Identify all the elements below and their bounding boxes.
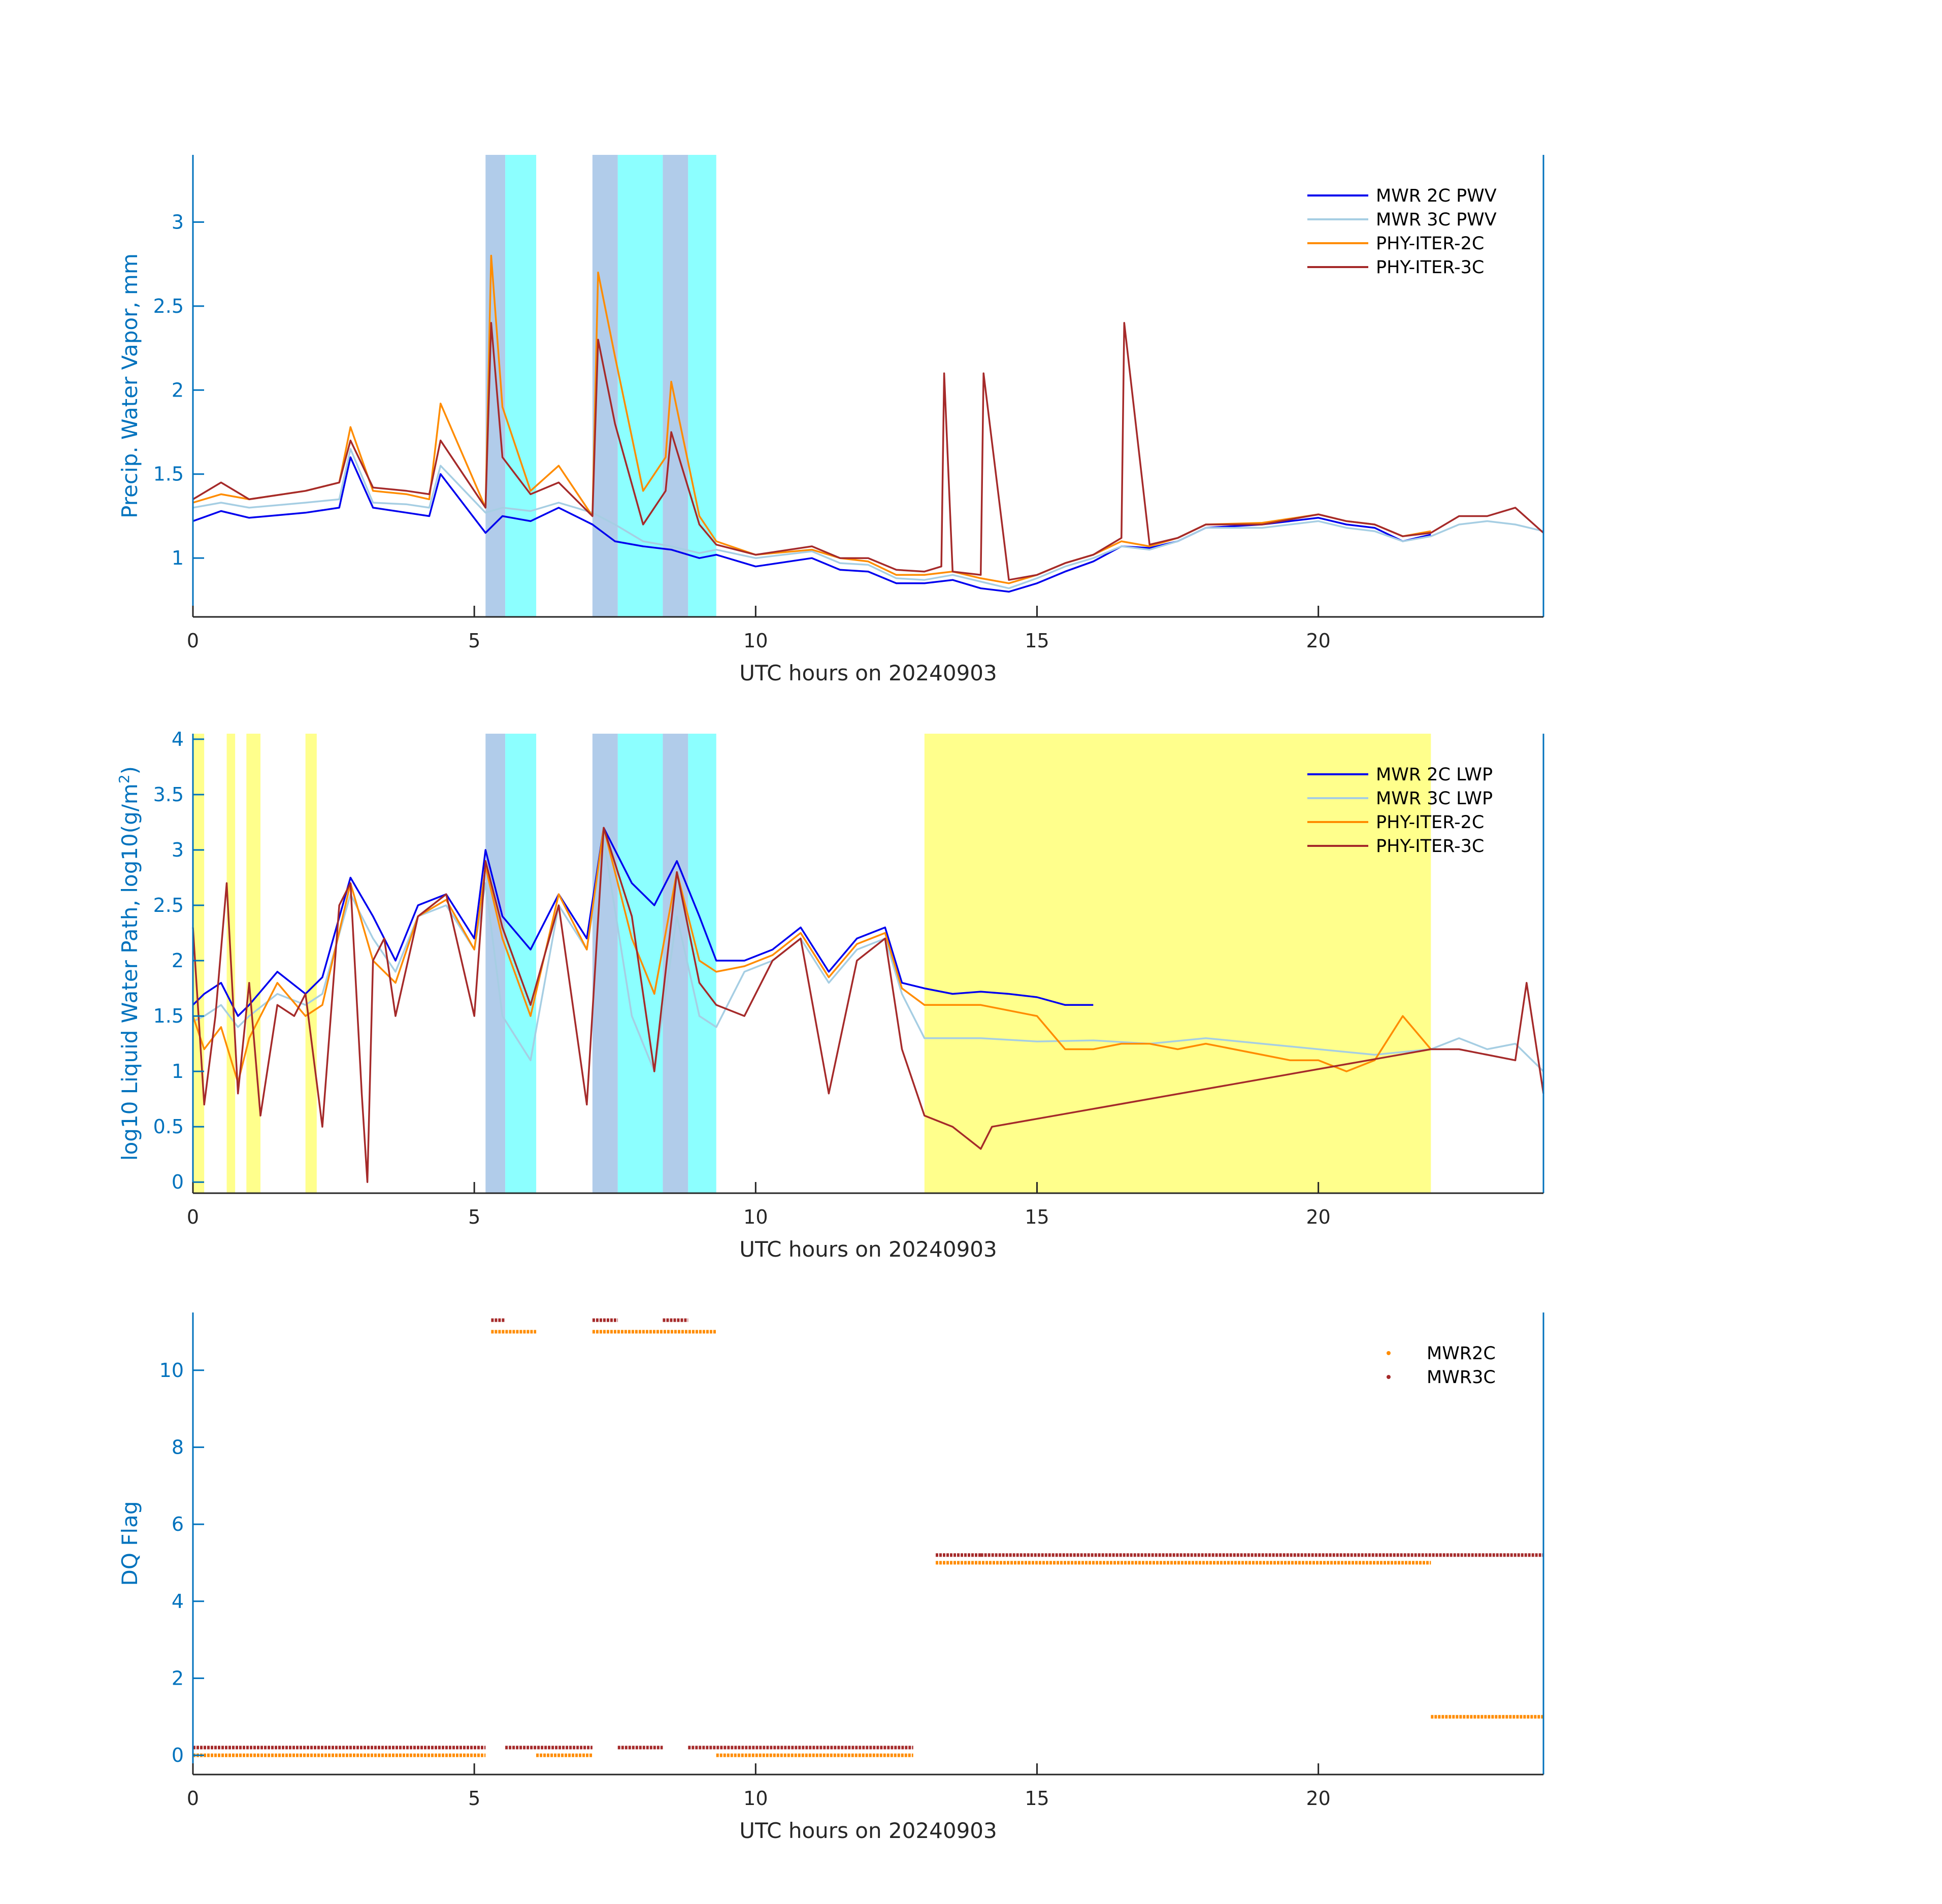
legend-entry: MWR 2C LWP [1376,765,1493,785]
x-tick-label: 20 [1306,630,1330,652]
y-tick-label: 3.5 [153,783,184,806]
y-tick-label: 1 [172,547,184,569]
x-axis-label: UTC hours on 20240903 [739,1818,997,1843]
legend-entry: MWR3C [1427,1367,1496,1388]
y-axis-label-text: DQ Flag [117,1501,142,1586]
legend-entry: MWR 3C LWP [1376,789,1493,809]
shaded-interval-blue [592,734,618,1193]
y-axis-label-text: Precip. Water Vapor, mm [117,253,142,518]
x-tick-label: 15 [1025,1787,1049,1810]
y-tick-label: 2 [172,379,184,401]
x-tick-label: 20 [1306,1787,1330,1810]
x-tick-label: 0 [187,1206,199,1228]
y-axis-label-close: ) [117,766,142,774]
shaded-interval-cyan [505,734,537,1193]
legend-marker-1 [1387,1351,1391,1355]
legend-entry: MWR2C [1427,1343,1496,1364]
y-tick-label: 4 [172,728,184,750]
legend-entry: MWR 3C PWV [1376,210,1497,230]
x-tick-label: 0 [187,1787,199,1810]
x-tick-label: 15 [1025,1206,1049,1228]
series-line-3 [192,827,1432,1084]
x-tick-label: 10 [743,630,768,652]
pwv-panel: 0 5 10 15 20 1 1.5 2 2.5 3 UTC hours on 20240903 Pr… [117,155,1544,685]
dq-flag-panel: 0 5 10 15 20 0 2 4 6 8 10 UTC hours on 20240903 DQ F… [117,1312,1544,1843]
y-tick-label: 10 [159,1359,184,1382]
series-line-4 [192,827,1544,1183]
legend-entry: PHY-ITER-2C [1376,234,1484,254]
x-axis-label: UTC hours on 20240903 [739,1237,997,1262]
x-tick-label: 0 [187,630,199,652]
shaded-interval-cyan [505,155,537,617]
y-axis-label-superscript: 2 [116,774,133,783]
y-axis-label: log10 Liquid Water Path, log10(g/m2) [116,766,142,1161]
y-tick-label: 4 [172,1590,184,1613]
y-tick-label: 1.5 [153,1005,184,1027]
legend-entry: PHY-ITER-2C [1376,812,1484,833]
y-tick-label: 2 [172,1667,184,1689]
x-tick-label: 10 [743,1787,768,1810]
x-tick-label: 5 [468,1206,480,1228]
shaded-interval-yellow [305,734,317,1193]
x-tick-label: 5 [468,1787,480,1810]
y-tick-label: 0 [172,1171,184,1193]
lwp-panel: 0 5 10 15 20 0 0.5 1 1.5 2 2.5 3 3.5 4 UTC hours on 20… [116,728,1544,1262]
y-tick-label: 0 [172,1744,184,1766]
shaded-interval-yellow [246,734,260,1193]
x-tick-label: 20 [1306,1206,1330,1228]
y-axis-label: Precip. Water Vapor, mm [117,253,142,518]
x-tick-label: 15 [1025,630,1049,652]
y-tick-label: 6 [172,1513,184,1535]
shaded-interval-blue [663,155,688,617]
x-tick-label: 10 [743,1206,768,1228]
shaded-interval-cyan [617,734,663,1193]
series-line-4 [192,322,1544,581]
shaded-interval-cyan [688,155,716,617]
series-line-2 [192,448,1544,589]
x-axis-label: UTC hours on 20240903 [739,661,997,685]
y-tick-label: 2 [172,949,184,972]
y-tick-label: 1.5 [153,463,184,485]
y-axis-label: DQ Flag [117,1501,142,1586]
shaded-interval-yellow [193,734,205,1193]
shaded-interval-yellow [924,734,1431,1193]
y-tick-label: 1 [172,1060,184,1082]
legend-entry: PHY-ITER-3C [1376,257,1484,278]
y-tick-label: 3 [172,211,184,233]
y-tick-label: 2.5 [153,295,184,317]
legend-marker-2 [1387,1375,1391,1379]
y-tick-label: 0.5 [153,1115,184,1138]
legend-entry: PHY-ITER-3C [1376,836,1484,857]
series-line-3 [192,254,1431,584]
y-tick-label: 2.5 [153,894,184,916]
y-tick-label: 3 [172,839,184,861]
y-tick-label: 8 [172,1436,184,1458]
x-tick-label: 5 [468,630,480,652]
y-axis-label-text: log10 Liquid Water Path, log10(g/m [117,783,142,1161]
legend-entry: MWR 2C PWV [1376,186,1497,206]
